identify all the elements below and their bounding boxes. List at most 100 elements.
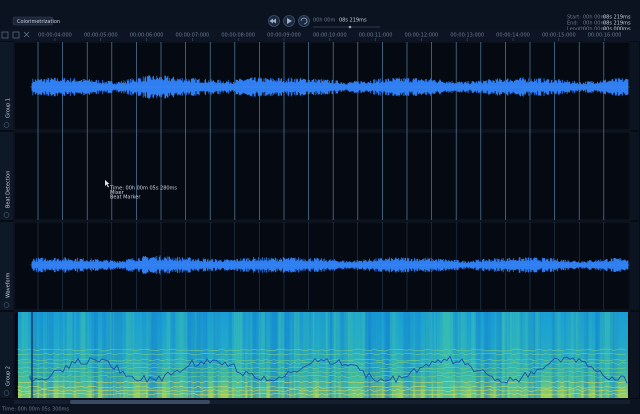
spectrogram-cell [178,312,184,398]
spectrogram-cell [86,312,90,398]
spectrogram-cell [228,312,232,398]
ruler: 00:00:04:000 00:00:05:000 00:00:06:000 00:0… [38,33,621,41]
spectrogram-cell [166,312,172,398]
scroll-thumb[interactable] [70,400,210,404]
spectrogram-cell [595,312,599,398]
spectrogram-cell [504,312,508,398]
harmonic [17,348,627,352]
harmonic [17,358,627,362]
spectrogram-cell [335,312,338,398]
spectrogram-cell [307,312,311,398]
spectrogram-cell [554,312,558,398]
spectrogram-cell [41,312,44,398]
spectrogram-cell [566,312,569,398]
selection-label: Length: [567,27,586,33]
spectrogram-cell [483,312,491,398]
spectrogram-cell [160,312,163,398]
tool-zoom[interactable] [12,31,20,39]
spectrogram-cell [183,312,190,398]
preset-button[interactable] [12,16,54,26]
spectrogram-cell [510,312,512,398]
spectrogram-cell [276,312,279,398]
spectrogram-cell [317,312,323,398]
position-thumb[interactable] [348,25,352,29]
spectrogram-cell [611,312,618,398]
spectrogram-cell [564,312,569,398]
harmonic [17,385,627,389]
spectrogram-cell [181,312,188,398]
play-icon [287,18,292,24]
spectrogram-cell [83,312,85,398]
spectrogram-cell [278,312,284,398]
spectrogram-cell [58,312,63,398]
spectrogram-cell [262,312,265,398]
spectrogram-cell [148,312,152,398]
spectrogram-cell [509,312,515,398]
spectrogram-cell [279,312,282,398]
spectrogram-cell [503,312,509,398]
harmonic [17,366,627,370]
spectrogram-cell [371,312,377,398]
spectrogram-cell [586,312,593,398]
spectrogram-cell [63,312,68,398]
spectrogram-cell [292,312,294,398]
spectrogram-cell [528,312,531,398]
spectrogram-cell [241,312,246,398]
spectrogram-cell [114,312,120,398]
spectrogram-cell [200,312,206,398]
spectrogram-cell [109,312,115,398]
pane-button[interactable] [3,212,10,218]
spectrogram-cell [485,312,489,398]
preset-label: Colorimetrization [17,19,60,25]
spectrogram-cell [527,312,533,398]
spectrogram-cell [239,312,244,398]
pane-label: Beat Detection [6,171,12,208]
pane-label: Waveform [6,272,12,298]
tool-select[interactable] [1,31,9,39]
spectrogram-cell [490,312,494,398]
spectrogram-cell [383,312,390,398]
ruler-label: 00:00:11:000 [359,33,393,39]
spectrogram-cell [247,312,252,398]
spectrogram-cell [343,312,350,398]
pane-button[interactable] [3,122,10,128]
spectrogram-cell [215,312,218,398]
spectrogram-cell [457,312,465,398]
harmonic [17,370,627,374]
spectrogram-cell [534,312,538,398]
spectrogram-cell [463,312,466,398]
spectrogram-cell [107,312,113,398]
scrollbar[interactable] [14,400,630,404]
panes: Group 1 Beat Detection Waveform Group 2 [0,41,639,399]
pane-button[interactable] [3,302,10,308]
spectrogram-cell [113,312,119,398]
spectrogram-cell [206,312,209,398]
spectrogram-cell [252,312,259,398]
spectrogram-cell [104,312,110,398]
spectrogram-cell [235,312,240,398]
spectrogram-cell [602,312,606,398]
spectrogram-cell [553,312,558,398]
ruler-label: 00:00:04:000 [38,33,72,39]
spectrogram-cell [458,312,461,398]
harmonic [17,374,627,378]
top-bar [0,0,640,30]
spectrogram-cell [149,312,151,398]
spectrogram-cell [175,312,182,398]
spectrogram-cell [45,312,52,398]
spectrogram-cell [363,312,367,398]
spectrogram-cell [116,312,123,398]
pitch-curve [29,355,628,384]
spectrogram-cell [238,312,242,398]
spectrogram-cell [447,312,453,398]
spectrogram-cell [329,312,332,398]
spectrogram-cell [393,312,399,398]
spectrogram-cell [583,312,588,398]
spectrogram-cell [323,312,327,398]
spectrogram-cell [451,312,453,398]
pane-button[interactable] [3,390,10,396]
tool-cross[interactable] [23,31,30,38]
loop-button[interactable] [298,15,310,27]
rewind-icon [269,18,276,24]
